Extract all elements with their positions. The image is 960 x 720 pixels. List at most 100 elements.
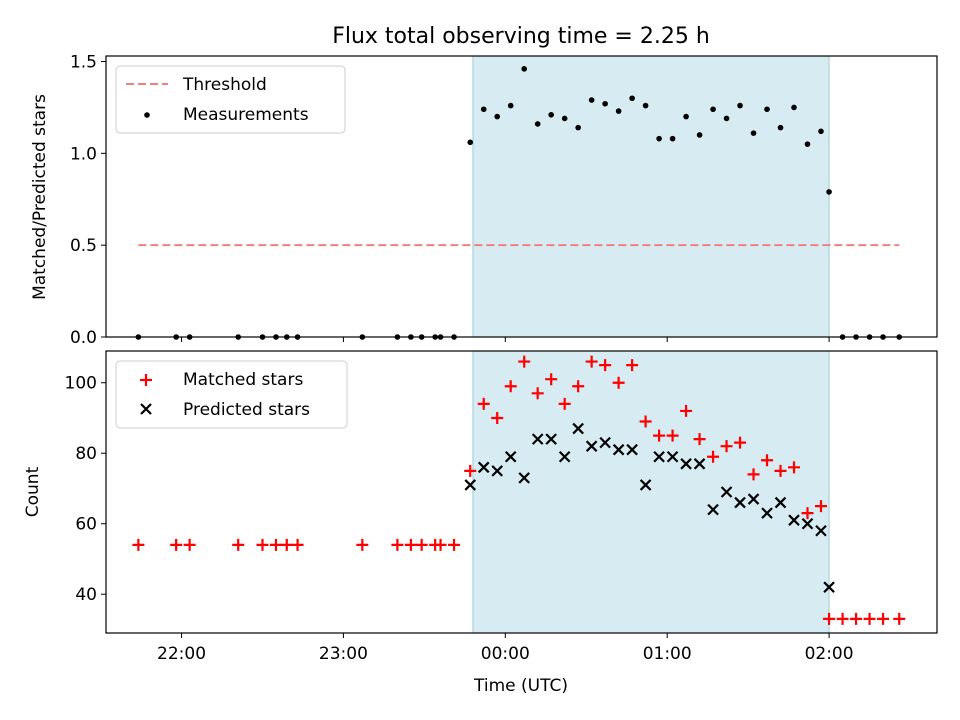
matched-stars-point: [680, 404, 693, 417]
measurements-point: [804, 141, 811, 147]
matched-stars-point: [877, 612, 890, 625]
y-tick-label: 60: [75, 515, 97, 535]
predicted-stars-point: [518, 472, 530, 484]
predicted-stars-point: [464, 479, 477, 491]
matched-stars-point: [477, 397, 490, 410]
y-tick-label: 0.5: [70, 236, 97, 256]
matched-stars-point: [356, 538, 369, 551]
predicted-stars-point: [545, 433, 557, 445]
top-y-axis-label: Matched/Predicted stars: [30, 94, 50, 300]
matched-stars-point: [720, 440, 733, 453]
predicted-stars-point: [599, 436, 611, 449]
y-tick-label: 1.5: [70, 53, 97, 73]
predicted-stars-point: [774, 496, 787, 509]
predicted-stars-point: [666, 450, 679, 463]
predicted-stars-point: [693, 458, 706, 470]
matched-stars-point: [693, 433, 706, 446]
predicted-stars-point: [585, 440, 598, 452]
matched-stars-point: [761, 454, 774, 467]
predicted-stars-point: [504, 450, 517, 463]
measurements-point: [615, 108, 622, 114]
matched-stars-point: [666, 429, 679, 442]
matched-stars-point: [747, 468, 760, 481]
matched-stars-point: [612, 376, 625, 389]
measurements-point: [642, 102, 649, 109]
predicted-stars-point: [612, 443, 625, 456]
matched-stars-point: [415, 538, 428, 551]
matched-stars-point: [434, 538, 447, 551]
y-tick-label: 40: [75, 585, 97, 605]
predicted-stars-point: [823, 581, 835, 593]
matched-stars-point: [863, 612, 876, 625]
legend-measurements-label: Measurements: [183, 105, 309, 125]
measurements-point: [737, 102, 743, 109]
measurements-point: [683, 113, 689, 120]
measurements-point: [480, 106, 487, 113]
matched-stars-point: [734, 436, 747, 449]
matched-stars-point: [850, 612, 863, 625]
matched-stars-point: [170, 538, 183, 551]
y-tick-label: 100: [65, 374, 97, 394]
predicted-stars-point: [572, 422, 584, 435]
matched-stars-point: [788, 461, 801, 474]
matched-stars-point: [269, 538, 282, 551]
matched-stars-point: [774, 464, 787, 477]
matched-stars-point: [801, 507, 814, 520]
predicted-stars-point: [788, 514, 800, 526]
measurements-point: [548, 111, 554, 118]
top-legend-frame: [115, 65, 346, 134]
matched-stars-point: [558, 397, 571, 410]
x-axis-label: Time (UTC): [473, 676, 568, 696]
matched-stars-point: [814, 500, 827, 513]
x-tick-label: 02:00: [805, 644, 854, 664]
measurements-point: [602, 100, 608, 107]
x-tick-label: 23:00: [319, 644, 368, 664]
top-panel: 0.0 0.5 1.0 1.5 Matched/Predicted stars Thr…: [30, 53, 938, 348]
measurements-point: [669, 135, 676, 142]
matched-stars-point: [599, 359, 612, 372]
legend-matched-stars-label: Matched stars: [183, 370, 303, 390]
matched-stars-point: [232, 538, 245, 551]
observing-window-shade-top: [472, 55, 830, 338]
legend-matched-stars-swatch: [140, 374, 152, 386]
bottom-panel: 40 60 80 100 22:00 23:00 00:00 01:00 02:00 Coun…: [23, 350, 938, 664]
measurements-point: [723, 115, 730, 122]
matched-stars-point: [183, 538, 196, 551]
matched-stars-point: [518, 355, 531, 368]
predicted-stars-point: [801, 517, 814, 530]
measurements-point: [826, 189, 832, 195]
matched-stars-point: [653, 429, 666, 442]
matched-stars-point: [531, 387, 544, 400]
measurements-point: [818, 128, 824, 135]
matched-stars-point: [291, 538, 304, 551]
y-tick-label: 0.0: [70, 328, 97, 348]
measurements-point: [629, 95, 635, 102]
predicted-stars-point: [734, 496, 746, 509]
measurements-point: [656, 135, 662, 142]
measurements-point: [534, 121, 541, 127]
measurements-point: [588, 97, 595, 103]
predicted-stars-point: [680, 458, 692, 470]
legend-predicted-stars-swatch: [140, 403, 152, 415]
legend-threshold-label: Threshold: [182, 75, 267, 95]
measurements-point: [521, 66, 527, 72]
measurements-point: [777, 124, 784, 131]
matched-stars-point: [823, 612, 836, 625]
matched-stars-point: [626, 359, 639, 372]
y-tick-label: 1.0: [70, 144, 97, 164]
predicted-stars-point: [707, 503, 719, 516]
matched-stars-point: [836, 612, 849, 625]
measurements-point: [696, 132, 703, 138]
legend-measurements-swatch: [144, 112, 150, 118]
predicted-stars-point: [761, 507, 773, 519]
x-tick-label: 00:00: [481, 644, 530, 664]
measurements-point: [791, 104, 797, 111]
predicted-stars-point: [747, 493, 760, 505]
matched-stars-point: [464, 464, 477, 477]
matched-stars-point: [545, 373, 558, 386]
measurements-point: [764, 106, 770, 113]
matched-stars-point: [491, 411, 504, 424]
matched-stars-point: [404, 538, 417, 551]
bottom-y-axis-label: Count: [23, 466, 43, 517]
